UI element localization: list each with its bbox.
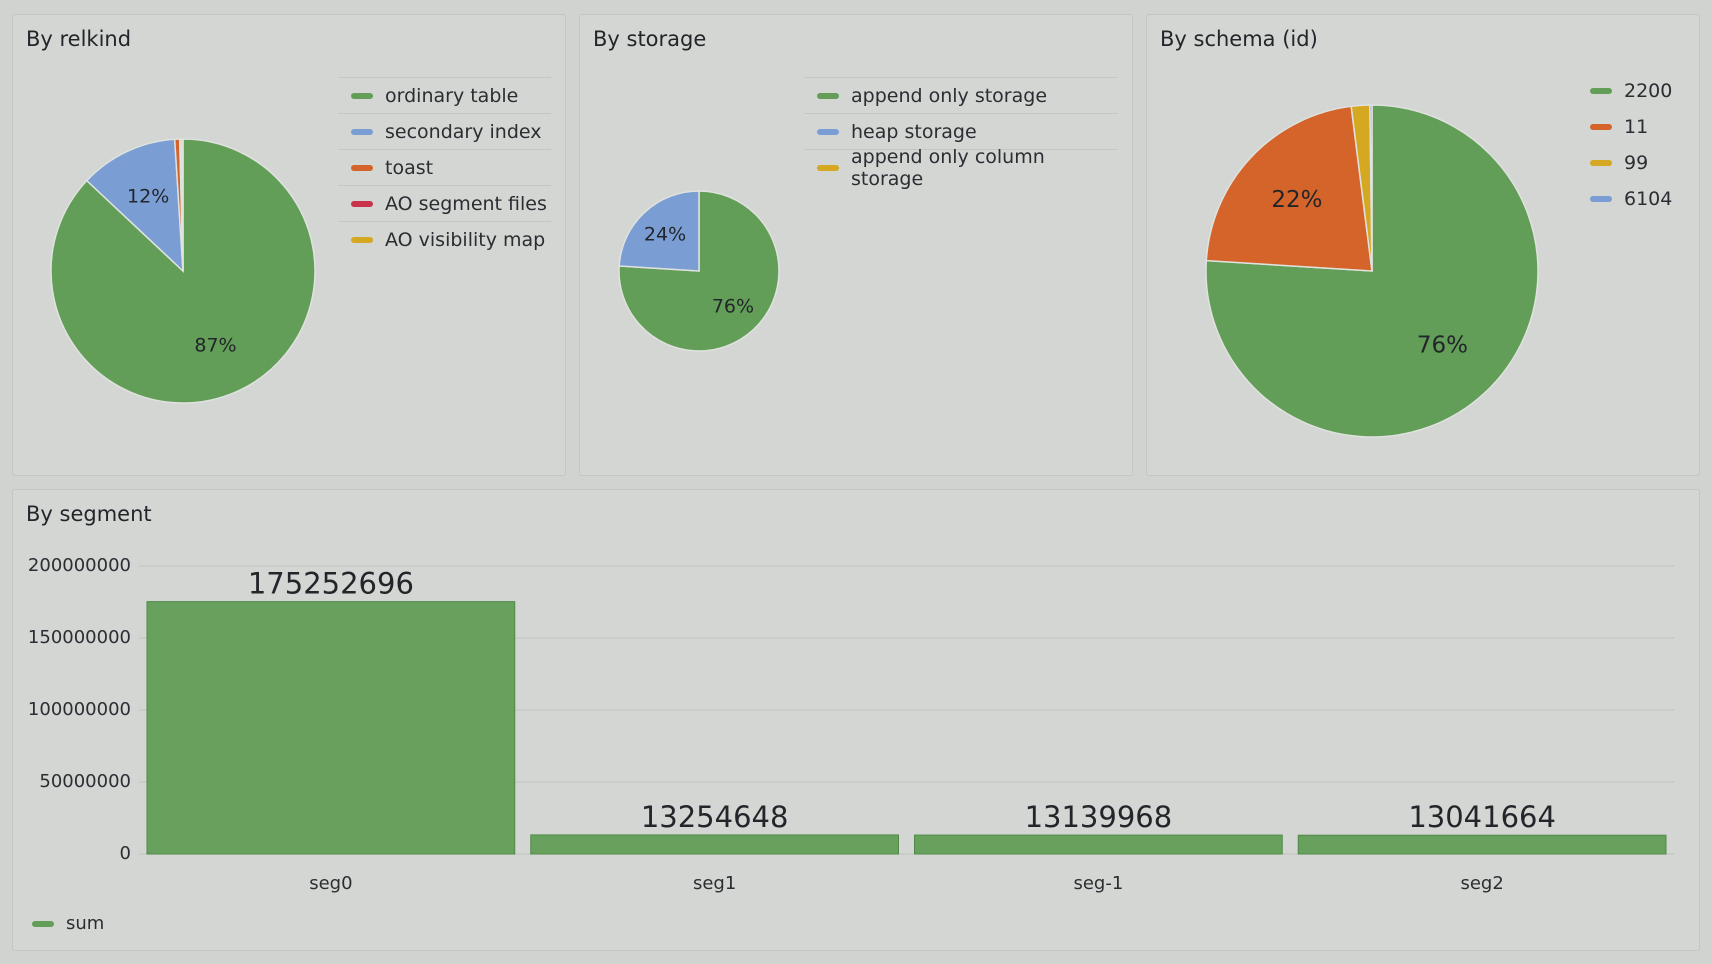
bar-chart: 0 50000000 100000000 150000000 200000000 1752… [28,555,1674,934]
panel-title: By relkind [26,27,132,51]
x-tick-label: seg2 [1460,873,1503,894]
legend-item[interactable]: secondary index [338,113,551,149]
legend-label: heap storage [851,120,977,143]
legend-label: toast [385,156,434,179]
legend-swatch [351,92,373,99]
legend-swatch [32,921,54,927]
slice-label: 76% [712,296,754,318]
legend-swatch [817,128,839,135]
panel-title: By segment [26,502,152,526]
panel-title: By schema (id) [1160,27,1318,51]
legend-item[interactable]: 2200 [1577,73,1687,109]
pie-slice-1[interactable] [618,190,700,272]
x-tick-label: seg1 [693,873,736,894]
legend-label: ordinary table [385,84,519,107]
legend-item[interactable]: ordinary table [338,77,551,113]
bar-seg1[interactable] [530,834,899,855]
bar-value-label: 13139968 [1025,800,1173,834]
legend-item[interactable]: AO segment files [338,185,551,221]
pie-slice-1[interactable] [1205,105,1373,272]
legend-item[interactable]: toast [338,149,551,185]
x-tick-label: seg0 [309,873,352,894]
slice-label: 87% [194,335,236,357]
legend-item[interactable]: append only column storage [804,146,1118,190]
legend-swatch [817,92,839,99]
panel-by-segment: By segment 0 50000000 100000000 150000000 20… [12,489,1700,951]
legend-swatch [1590,196,1612,202]
legend-item[interactable]: heap storage [804,113,1118,149]
legend-item[interactable]: append only storage [804,77,1118,113]
legend-swatch [351,164,373,171]
y-tick-label: 200000000 [28,555,131,576]
panel-by-storage: By storage 76% 24% append only storage heap… [579,14,1133,476]
pie-slice-3[interactable] [1369,104,1373,272]
bar-seg0[interactable] [146,601,516,855]
legend-swatch [351,200,373,207]
legend-swatch [817,164,839,171]
legend-label: 6104 [1624,188,1673,210]
pie-chart: 76% 22% [1205,104,1539,438]
legend-swatch [1590,160,1612,166]
bar-seg-1[interactable] [914,834,1283,855]
legend-label: secondary index [385,120,542,143]
legend-swatch [1590,88,1612,94]
panel-by-schema: By schema (id) 76% 22% 2200 11 99 6104 [1146,14,1700,476]
slice-label: 24% [644,223,686,245]
slice-label: 76% [1417,333,1468,359]
legend-item[interactable]: 99 [1577,145,1687,181]
bar-value-label: 175252696 [248,567,414,601]
y-tick-label: 0 [120,843,131,864]
y-tick-label: 150000000 [28,627,131,648]
legend-label: append only column storage [851,145,1045,190]
pie-chart: 76% 24% [618,190,780,352]
legend: append only storage heap storage append on… [804,77,1118,190]
legend-item[interactable]: AO visibility map [338,221,551,257]
pie-slice-4[interactable] [180,138,184,272]
pie-chart: 87% 12% [50,138,316,404]
legend-label[interactable]: sum [66,913,104,934]
legend-swatch [351,128,373,135]
panel-by-relkind: By relkind 87% 12% ordinary table secondary… [12,14,566,476]
legend-label: AO segment files [385,192,547,215]
x-tick-label: seg-1 [1073,873,1123,894]
legend-item[interactable]: 11 [1577,109,1687,145]
legend: ordinary table secondary index toast AO seg… [338,77,551,257]
panel-title: By storage [593,27,707,51]
y-tick-label: 100000000 [28,699,131,720]
legend: 2200 11 99 6104 [1577,73,1687,217]
pie-slice-1[interactable] [85,138,184,273]
y-tick-label: 50000000 [39,771,131,792]
pie-slice-0[interactable] [1205,104,1539,438]
legend-label: append only storage [851,84,1048,107]
legend-label: 2200 [1624,80,1673,102]
legend-label: 11 [1624,116,1649,138]
legend-label: 99 [1624,152,1649,174]
legend-swatch [351,236,373,243]
legend-label: AO visibility map [385,228,546,251]
slice-label: 12% [127,185,169,207]
legend-swatch [1590,124,1612,130]
slice-label: 22% [1271,187,1322,213]
bar-seg2[interactable] [1297,834,1667,855]
legend-item[interactable]: 6104 [1577,181,1687,217]
bar-value-label: 13254648 [641,800,789,834]
bar-value-label: 13041664 [1408,800,1556,834]
